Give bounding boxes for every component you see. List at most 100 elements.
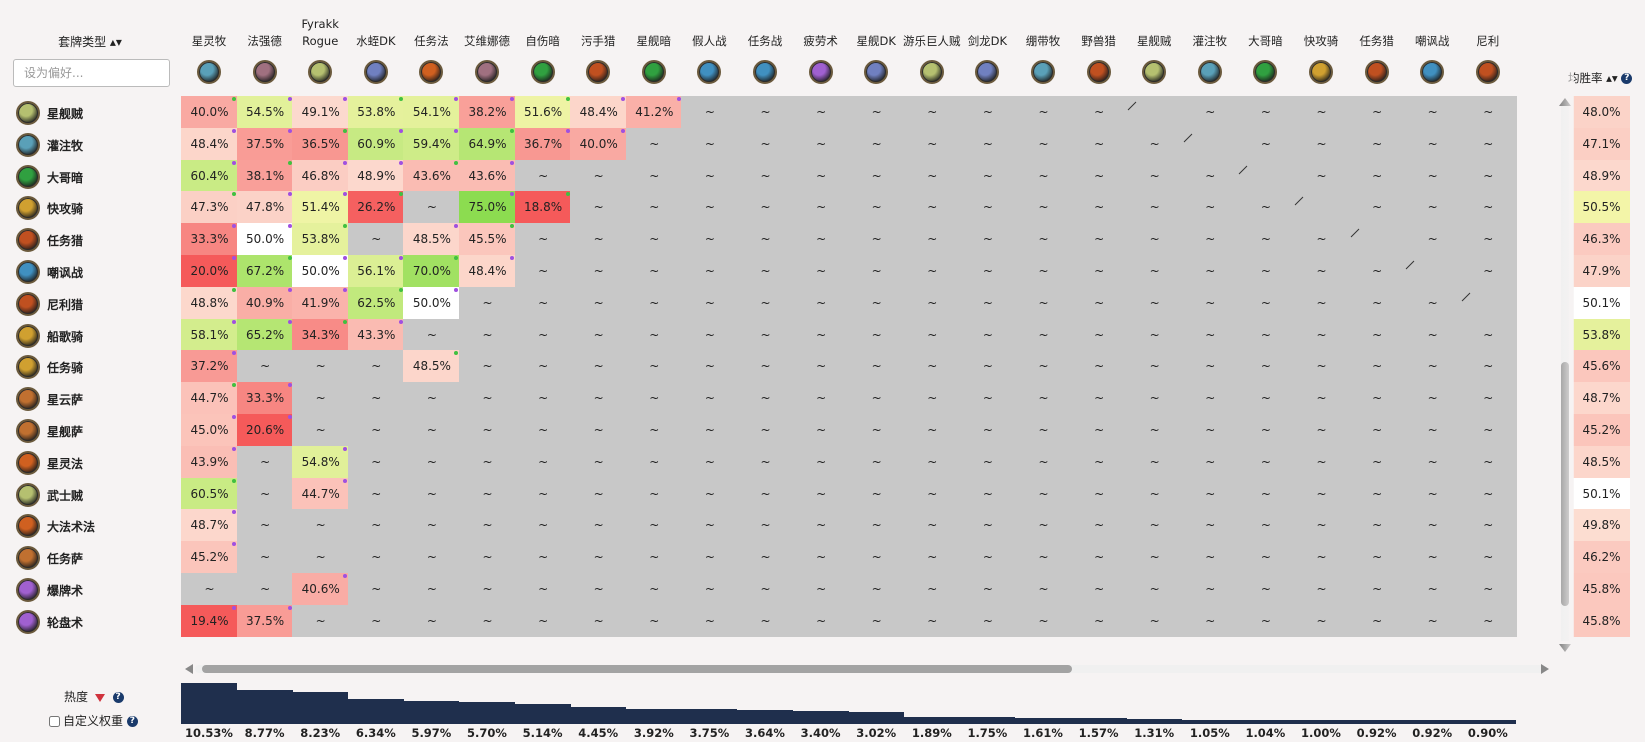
matchup-cell[interactable]: 45.2% bbox=[181, 541, 238, 574]
matchup-cell[interactable]: ~ bbox=[737, 255, 794, 287]
matchup-cell[interactable]: ~ bbox=[1404, 382, 1462, 415]
matchup-cell[interactable]: 53.8% bbox=[347, 96, 405, 128]
matchup-cell[interactable]: ~ bbox=[903, 541, 961, 574]
matchup-cell[interactable]: ~ bbox=[625, 414, 683, 446]
matchup-cell[interactable]: ~ bbox=[848, 573, 906, 605]
matchup-cell[interactable]: 36.7% bbox=[514, 127, 572, 160]
matchup-cell[interactable]: ~ bbox=[792, 96, 850, 128]
matchup-cell[interactable]: ~ bbox=[903, 191, 961, 224]
matchup-cell[interactable]: ~ bbox=[681, 223, 739, 256]
matchup-cell[interactable]: ~ bbox=[1126, 382, 1184, 415]
matchup-cell[interactable]: ~ bbox=[848, 255, 906, 287]
matchup-cell[interactable]: ~ bbox=[570, 573, 628, 605]
matchup-cell[interactable]: 18.8% bbox=[514, 191, 572, 224]
matchup-cell[interactable]: ~ bbox=[903, 318, 961, 351]
matchup-cell[interactable]: ~ bbox=[959, 477, 1017, 510]
matchup-cell[interactable]: ~ bbox=[1459, 318, 1517, 351]
matchup-cell[interactable]: ~ bbox=[181, 573, 238, 605]
matchup-cell[interactable]: 43.6% bbox=[459, 159, 516, 192]
matchup-cell[interactable]: ~ bbox=[1015, 604, 1072, 637]
matchup-cell[interactable]: ~ bbox=[1293, 382, 1350, 415]
matchup-cell[interactable]: 37.5% bbox=[236, 127, 294, 160]
row-header[interactable]: 轮盘术 bbox=[0, 605, 181, 638]
matchup-cell[interactable] bbox=[1293, 191, 1350, 224]
matchup-cell[interactable]: ~ bbox=[625, 350, 683, 383]
matchup-cell[interactable]: 44.7% bbox=[292, 477, 350, 510]
matchup-cell[interactable]: ~ bbox=[959, 509, 1017, 542]
matchup-cell[interactable]: ~ bbox=[459, 414, 516, 446]
matchup-cell[interactable]: 49.1% bbox=[292, 96, 350, 128]
matchup-cell[interactable]: 48.4% bbox=[181, 127, 238, 160]
matchup-cell[interactable]: ~ bbox=[1348, 477, 1406, 510]
help-icon[interactable]: ? bbox=[1621, 73, 1633, 84]
matchup-cell[interactable]: ~ bbox=[459, 604, 516, 637]
matchup-cell[interactable]: 45.0% bbox=[181, 414, 238, 446]
matchup-cell[interactable]: ~ bbox=[792, 318, 850, 351]
matchup-cell[interactable]: ~ bbox=[1237, 286, 1295, 319]
matchup-cell[interactable]: ~ bbox=[903, 573, 961, 605]
matchup-cell[interactable]: ~ bbox=[681, 255, 739, 287]
matchup-cell[interactable]: 48.9% bbox=[347, 159, 405, 192]
matchup-cell[interactable]: ~ bbox=[1015, 414, 1072, 446]
matchup-cell[interactable]: ~ bbox=[681, 96, 739, 128]
matchup-cell[interactable]: ~ bbox=[514, 382, 572, 415]
matchup-cell[interactable] bbox=[1181, 127, 1239, 160]
matchup-cell[interactable]: 47.3% bbox=[181, 191, 238, 224]
matchup-cell[interactable]: ~ bbox=[1237, 350, 1295, 383]
matchup-cell[interactable]: ~ bbox=[403, 191, 461, 224]
matchup-cell[interactable]: ~ bbox=[792, 127, 850, 160]
matchup-cell[interactable]: ~ bbox=[1015, 382, 1072, 415]
matchup-cell[interactable]: ~ bbox=[514, 541, 572, 574]
matchup-cell[interactable]: ~ bbox=[1015, 573, 1072, 605]
matchup-cell[interactable]: ~ bbox=[1348, 604, 1406, 637]
matchup-cell[interactable]: ~ bbox=[1126, 223, 1184, 256]
column-header[interactable]: 假人战 bbox=[680, 0, 738, 94]
matchup-cell[interactable] bbox=[1459, 286, 1517, 319]
matchup-cell[interactable]: ~ bbox=[959, 127, 1017, 160]
matchup-cell[interactable]: ~ bbox=[1293, 255, 1350, 287]
matchup-cell[interactable]: ~ bbox=[903, 127, 961, 160]
matchup-cell[interactable]: ~ bbox=[1126, 127, 1184, 160]
matchup-cell[interactable]: ~ bbox=[1015, 541, 1072, 574]
scroll-up-arrow-icon[interactable] bbox=[1559, 98, 1571, 106]
matchup-cell[interactable]: 60.4% bbox=[181, 159, 238, 192]
matchup-cell[interactable]: ~ bbox=[792, 509, 850, 542]
matchup-cell[interactable]: ~ bbox=[848, 382, 906, 415]
matchup-cell[interactable]: ~ bbox=[514, 573, 572, 605]
column-header[interactable]: 水蛭DK bbox=[347, 0, 405, 94]
matchup-cell[interactable]: ~ bbox=[1348, 350, 1406, 383]
help-icon[interactable]: ? bbox=[126, 716, 138, 727]
matchup-cell[interactable]: ~ bbox=[681, 541, 739, 574]
matchup-cell[interactable]: ~ bbox=[347, 573, 405, 605]
matchup-cell[interactable]: 37.2% bbox=[181, 350, 238, 383]
matchup-cell[interactable]: 67.2% bbox=[236, 255, 294, 287]
matchup-cell[interactable]: ~ bbox=[959, 286, 1017, 319]
matchup-cell[interactable]: ~ bbox=[570, 414, 628, 446]
matchup-cell[interactable]: ~ bbox=[1293, 350, 1350, 383]
matchup-cell[interactable]: ~ bbox=[292, 382, 350, 415]
matchup-cell[interactable]: ~ bbox=[236, 477, 294, 510]
matchup-cell[interactable]: ~ bbox=[1070, 414, 1128, 446]
matchup-cell[interactable]: ~ bbox=[1181, 445, 1239, 478]
matchup-cell[interactable]: ~ bbox=[625, 445, 683, 478]
matchup-cell[interactable]: ~ bbox=[347, 445, 405, 478]
matchup-cell[interactable]: ~ bbox=[959, 414, 1017, 446]
matchup-cell[interactable]: ~ bbox=[514, 477, 572, 510]
matchup-cell[interactable]: ~ bbox=[737, 573, 794, 605]
matchup-cell[interactable]: 41.9% bbox=[292, 286, 350, 319]
matchup-cell[interactable]: ~ bbox=[1459, 350, 1517, 383]
row-header[interactable]: 大法术法 bbox=[0, 509, 181, 542]
column-header[interactable]: 星舰暗 bbox=[625, 0, 683, 94]
matchup-cell[interactable]: ~ bbox=[903, 286, 961, 319]
matchup-cell[interactable]: ~ bbox=[737, 223, 794, 256]
matchup-cell[interactable]: ~ bbox=[625, 318, 683, 351]
row-header[interactable]: 星舰萨 bbox=[0, 414, 181, 447]
matchup-cell[interactable]: ~ bbox=[848, 159, 906, 192]
matchup-cell[interactable]: ~ bbox=[1348, 414, 1406, 446]
matchup-cell[interactable]: 40.6% bbox=[292, 573, 350, 605]
matchup-cell[interactable]: ~ bbox=[236, 541, 294, 574]
matchup-cell[interactable]: ~ bbox=[959, 96, 1017, 128]
matchup-cell[interactable]: ~ bbox=[514, 223, 572, 256]
matchup-cell[interactable]: ~ bbox=[1348, 255, 1406, 287]
matchup-cell[interactable]: 54.8% bbox=[292, 445, 350, 478]
